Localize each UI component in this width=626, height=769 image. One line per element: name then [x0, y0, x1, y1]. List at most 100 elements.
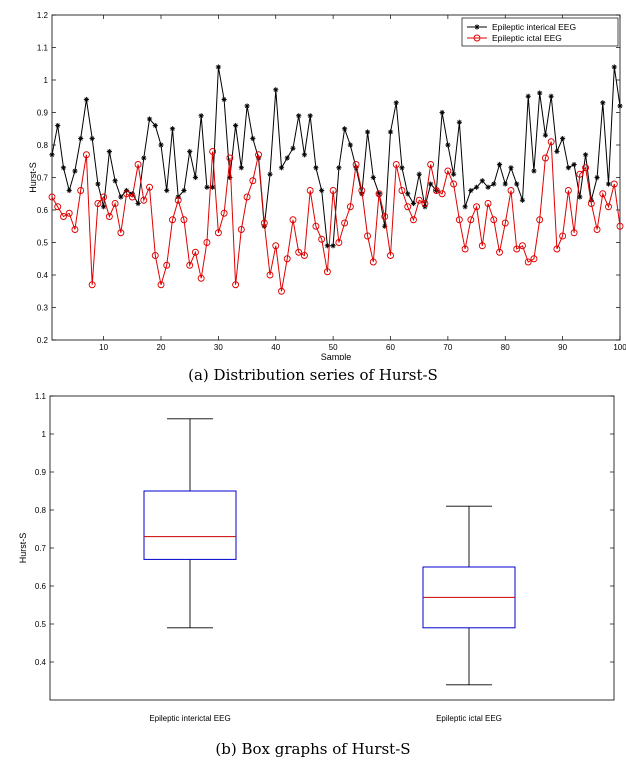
series-point [398, 187, 406, 194]
series-point [570, 229, 578, 237]
series-point [474, 185, 479, 190]
series-point [296, 113, 301, 118]
series-point [237, 226, 245, 233]
legend-box [461, 17, 619, 47]
series-point [95, 181, 101, 187]
series-point [450, 180, 458, 188]
series-point [554, 149, 560, 154]
series-point [473, 203, 481, 211]
series-point [564, 187, 572, 194]
series-interictal [49, 64, 623, 249]
series-point [461, 245, 469, 253]
series-point [501, 219, 509, 227]
y-tick-label: 1 [42, 430, 47, 439]
series-point [387, 252, 394, 259]
series-point [474, 24, 480, 30]
series-point [358, 187, 366, 194]
series-point [330, 243, 336, 248]
series-point [415, 196, 423, 204]
series-point [444, 167, 452, 175]
series-point [191, 248, 199, 256]
series-point [455, 216, 463, 224]
x-tick-label: 70 [443, 343, 452, 352]
series-point [203, 239, 211, 246]
series-point [560, 136, 565, 141]
series-point [199, 113, 204, 118]
series-point [440, 110, 445, 115]
series-point [285, 155, 290, 161]
series-point [571, 162, 577, 167]
series-point [582, 164, 590, 172]
series-point [594, 175, 600, 180]
series-point [306, 187, 314, 194]
x-tick-label: 80 [501, 343, 510, 352]
series-point [445, 142, 451, 148]
series-point [112, 178, 118, 183]
series-point [600, 100, 605, 105]
series-point [151, 252, 159, 259]
series-point [513, 245, 521, 253]
y-tick-label: 0.9 [37, 109, 49, 118]
y-tick-label: 1 [44, 76, 49, 85]
y-tick-label: 0.4 [35, 658, 47, 667]
plot-frame [51, 14, 621, 341]
series-ictal [48, 138, 624, 295]
series-point [617, 103, 623, 109]
series-point [559, 232, 567, 240]
series-point [244, 103, 250, 109]
series-point [300, 252, 308, 259]
series-point [404, 203, 412, 211]
series-point [279, 165, 284, 170]
series-point [547, 138, 555, 146]
x-tick-label: 10 [99, 343, 108, 352]
series-point [169, 216, 176, 224]
y-tick-label: 1.1 [35, 392, 47, 401]
y-tick-label: 0.6 [35, 582, 47, 591]
hurst-box-chart: 0.4 0.5 0.6 0.7 0.8 0.9 1 1.1 Hurst-S Epileptic i… [18, 392, 615, 723]
series-point [123, 190, 131, 198]
y-tick-label: 0.8 [37, 141, 49, 150]
y-axis-label: Hurst-S [18, 533, 28, 564]
series-point [267, 172, 273, 177]
series-point [308, 113, 313, 118]
series-point [204, 185, 210, 190]
series-point [193, 175, 198, 180]
series-point [587, 200, 595, 207]
series-line [51, 66, 621, 247]
series-point [341, 219, 349, 227]
x-category-label: Epileptic ictal EEG [436, 714, 502, 723]
x-tick-label: 30 [214, 343, 223, 352]
series-point [381, 213, 389, 220]
series-point [302, 152, 307, 157]
series-point [232, 281, 240, 289]
series-point [55, 123, 60, 128]
series-point [496, 248, 503, 256]
series-point [153, 123, 158, 128]
series-point [346, 203, 354, 211]
series-point [336, 165, 342, 170]
series-point [467, 216, 475, 224]
series-point [147, 116, 152, 122]
y-tick-label: 1.2 [37, 11, 49, 20]
series-point [312, 222, 320, 230]
series-point [323, 268, 331, 276]
y-tick-label: 0.8 [35, 506, 47, 515]
series-point [60, 213, 67, 220]
series-point [468, 188, 473, 193]
series-point [399, 165, 405, 170]
series-point [164, 188, 169, 193]
series-point [157, 281, 165, 289]
series-point [428, 181, 433, 187]
series-point [54, 203, 62, 211]
series-point [90, 136, 95, 141]
box-interictal [143, 418, 237, 629]
series-point [371, 175, 376, 180]
series-point [100, 193, 108, 201]
series-point [82, 151, 90, 159]
series-point [369, 258, 377, 266]
legend-marker [473, 34, 481, 42]
series-point [457, 120, 462, 125]
y-axis-label: Hurst-S [28, 162, 38, 193]
series-point [348, 142, 353, 148]
